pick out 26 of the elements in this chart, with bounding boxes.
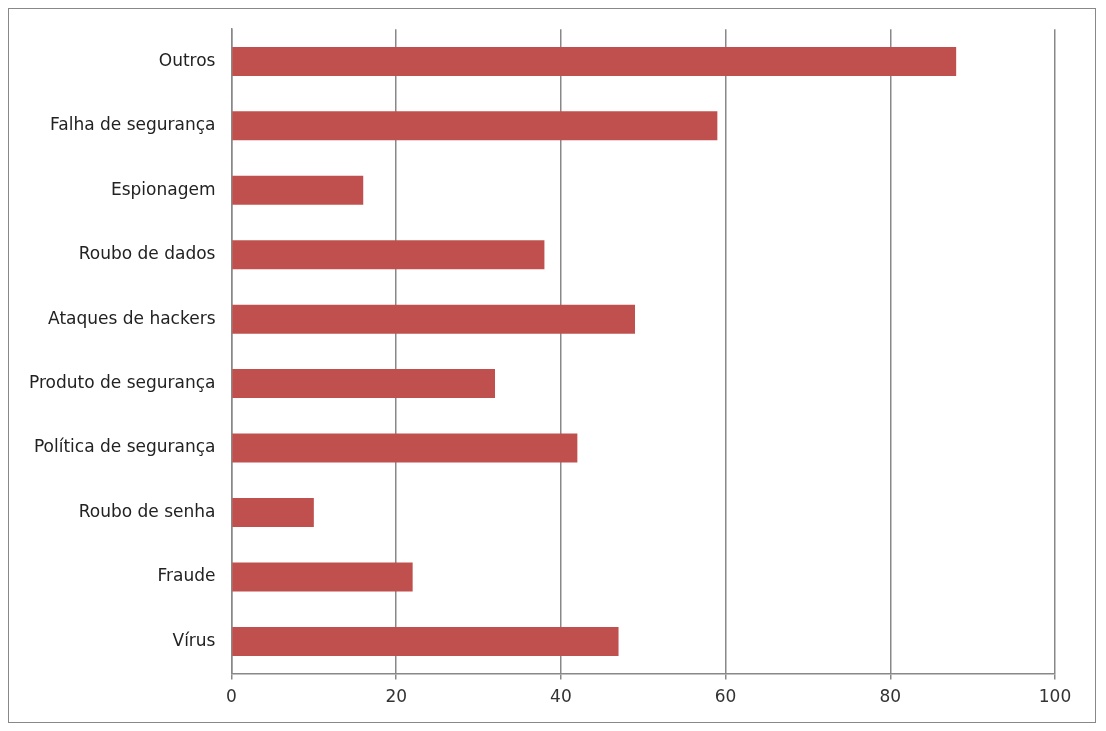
- bar: [232, 433, 578, 463]
- y-tick-label: Outros: [158, 49, 216, 70]
- bar: [232, 562, 413, 592]
- bar: [232, 175, 364, 205]
- bar: [232, 111, 718, 141]
- x-tick-label: 60: [714, 686, 737, 707]
- x-tick-label: 40: [550, 686, 572, 707]
- y-tick-label: Produto de segurança: [28, 372, 216, 393]
- y-tick-label: Ataques de hackers: [48, 307, 216, 328]
- bar: [232, 369, 496, 399]
- x-tick-label: 100: [1038, 686, 1072, 707]
- x-tick-label: 20: [385, 686, 408, 707]
- y-tick-label: Política de segurança: [33, 436, 216, 457]
- x-tick-label: 0: [226, 686, 237, 707]
- bar: [232, 46, 957, 76]
- y-tick-label: Falha de segurança: [50, 114, 216, 135]
- y-tick-label: Espionagem: [110, 178, 216, 199]
- bar: [232, 304, 636, 334]
- y-tick-label: Roubo de senha: [78, 500, 216, 521]
- y-tick-label: Fraude: [157, 565, 216, 586]
- y-tick-label: Vírus: [172, 629, 216, 650]
- y-tick-label: Roubo de dados: [78, 243, 216, 264]
- bar: [232, 498, 314, 527]
- bar: [232, 240, 545, 270]
- bar: [232, 626, 619, 656]
- x-tick-label: 80: [879, 686, 902, 707]
